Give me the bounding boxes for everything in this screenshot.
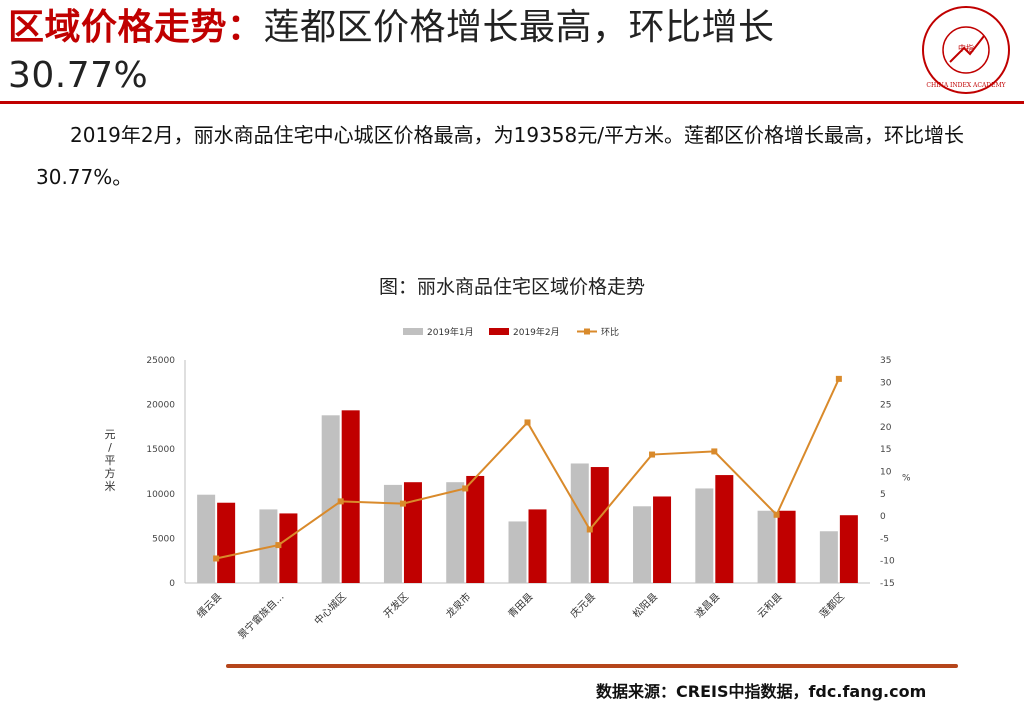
mom-point xyxy=(649,451,656,458)
bar-feb xyxy=(590,467,609,583)
bar-jan xyxy=(819,531,838,583)
mom-point xyxy=(773,511,780,518)
y-tick-label: 5000 xyxy=(152,534,175,544)
y2-tick-label: 10 xyxy=(880,468,892,478)
mom-point xyxy=(711,448,718,455)
y2-tick-label: 20 xyxy=(880,423,892,433)
x-tick-label: 缙云县 xyxy=(194,590,224,620)
x-tick-label: 龙泉市 xyxy=(443,590,473,620)
y2-tick-label: -15 xyxy=(880,579,895,589)
bar-jan xyxy=(321,415,340,583)
x-tick-label: 松阳县 xyxy=(630,590,660,620)
y2-tick-label: -5 xyxy=(880,534,889,544)
mom-point xyxy=(462,485,469,492)
bar-feb xyxy=(715,475,734,583)
bar-jan xyxy=(197,494,216,583)
logo-center-text: 中指 xyxy=(958,43,974,53)
y-tick-label: 0 xyxy=(169,579,175,589)
x-tick-label: 中心城区 xyxy=(311,590,348,627)
x-tick-label: 开发区 xyxy=(381,590,411,620)
page-title: 区域价格走势：莲都区价格增长最高，环比增长30.77% xyxy=(8,4,908,100)
y2-tick-label: 15 xyxy=(880,445,891,455)
legend-label: 环比 xyxy=(601,326,619,338)
x-tick-label: 庆元县 xyxy=(567,590,597,620)
mom-point xyxy=(213,555,220,562)
x-tick-label: 莲都区 xyxy=(817,591,847,621)
bar-jan xyxy=(508,521,527,583)
y2-axis-label: % xyxy=(902,474,911,484)
bar-feb xyxy=(341,410,360,583)
x-tick-label: 景宁畲族自… xyxy=(235,590,287,642)
bar-jan xyxy=(633,506,652,583)
legend-label: 2019年1月 xyxy=(427,326,474,338)
bar-jan xyxy=(757,510,776,583)
bar-feb xyxy=(653,496,672,583)
page-title-prefix: 区域价格走势： xyxy=(8,7,264,48)
y-tick-label: 10000 xyxy=(146,490,175,500)
mom-point xyxy=(524,419,531,426)
mom-point xyxy=(835,375,842,382)
legend-marker xyxy=(584,328,590,335)
bar-jan xyxy=(383,484,402,583)
mom-point xyxy=(586,526,593,533)
legend-label: 2019年2月 xyxy=(513,326,560,338)
y2-tick-label: 5 xyxy=(880,490,886,500)
x-tick-label: 云和县 xyxy=(755,591,785,621)
logo-ring-text: CHINA INDEX ACADEMY xyxy=(926,82,1006,89)
legend-swatch xyxy=(489,328,509,335)
data-source: 数据来源：CREIS中指数据，fdc.fang.com xyxy=(596,682,927,701)
y-tick-label: 20000 xyxy=(146,401,175,411)
mom-point xyxy=(399,500,406,507)
y2-tick-label: 25 xyxy=(880,401,891,411)
bar-feb xyxy=(466,475,485,583)
y2-tick-label: 35 xyxy=(880,356,891,366)
bar-feb xyxy=(279,513,298,583)
y-tick-label: 15000 xyxy=(146,445,175,455)
bar-feb xyxy=(777,510,796,583)
y2-tick-label: 0 xyxy=(880,512,886,522)
mom-point xyxy=(337,498,344,505)
y2-tick-label: 30 xyxy=(880,378,892,388)
summary-paragraph: 2019年2月，丽水商品住宅中心城区价格最高，为19358元/平方米。莲都区价格… xyxy=(36,123,964,189)
page-title-main: 莲都区价格增长最高，环比增长30.77% xyxy=(8,7,775,96)
legend-swatch xyxy=(403,328,423,335)
chart-title: 图：丽水商品住宅区域价格走势 xyxy=(378,276,645,298)
mom-point xyxy=(275,542,282,549)
y-tick-label: 25000 xyxy=(146,356,175,366)
bar-feb xyxy=(528,509,547,583)
y-axis-label: 元 / 平方米 xyxy=(104,428,116,493)
footer-divider xyxy=(226,664,958,668)
bar-feb xyxy=(217,502,236,583)
bar-jan xyxy=(259,509,278,583)
title-divider xyxy=(0,101,1024,104)
mom-line xyxy=(215,378,840,560)
bar-jan xyxy=(446,482,465,583)
x-tick-label: 遂昌县 xyxy=(692,590,722,620)
bar-feb xyxy=(403,482,422,583)
china-index-academy-logo: 中指 CHINA INDEX ACADEMY xyxy=(922,6,1010,94)
y2-tick-label: -10 xyxy=(880,557,895,567)
bar-jan xyxy=(695,488,714,583)
bar-jan xyxy=(570,463,589,583)
bar-feb xyxy=(839,515,858,583)
x-tick-label: 青田县 xyxy=(505,590,535,620)
